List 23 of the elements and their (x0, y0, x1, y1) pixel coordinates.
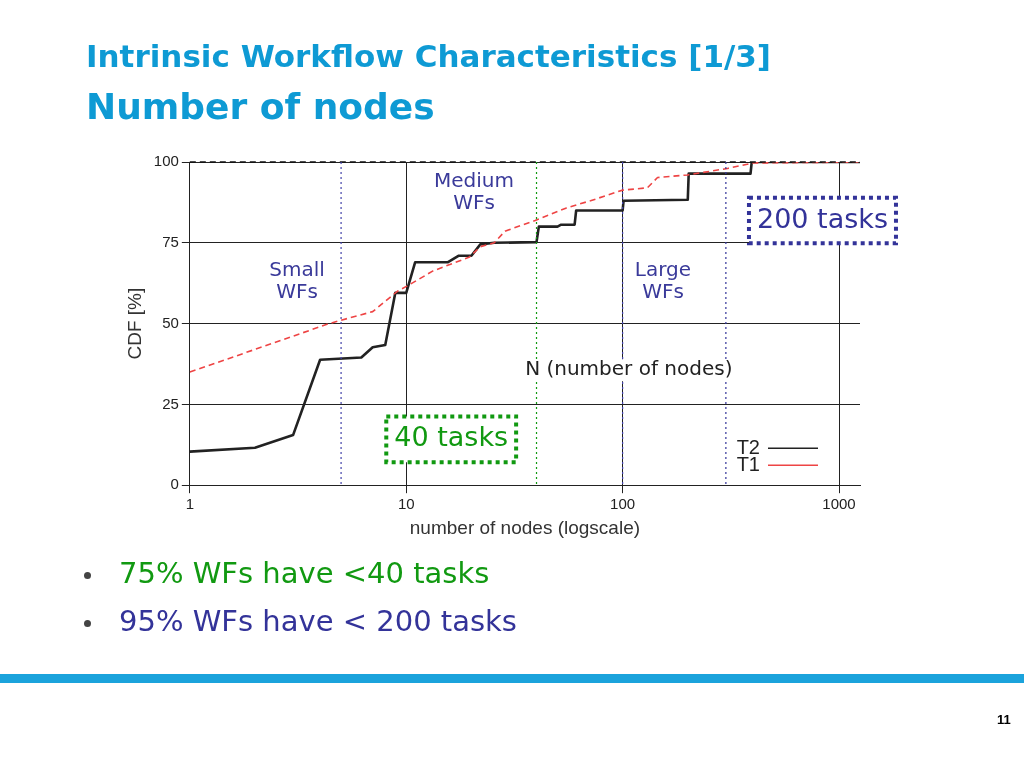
legend-label: T2 (736, 435, 760, 458)
chart-title: Intrinsic Workflow Characteristics [1/3] (86, 38, 772, 74)
annotation: 200 tasks (756, 202, 888, 234)
annotation: N (number of nodes) (525, 356, 733, 381)
y-tick-label: 0 (170, 475, 179, 493)
chart-subtitle: Number of nodes (86, 86, 435, 127)
y-tick-label: 75 (162, 232, 179, 250)
y-tick-label: 50 (162, 313, 179, 331)
x-tick-label: 1 (185, 495, 194, 513)
x-tick-label: 1000 (822, 495, 856, 513)
y-tick-label: 25 (162, 394, 179, 412)
x-axis-title: number of nodes (logscale) (409, 516, 641, 538)
y-axis-title: CDF [%] (123, 287, 145, 360)
annotation: Large WFs (634, 256, 692, 303)
annotation: 40 tasks (394, 421, 509, 453)
y-tick-label: 100 (153, 152, 179, 170)
text: 75% WFs have <40 tasks (118, 556, 490, 590)
text: 95% WFs have < 200 tasks (118, 604, 517, 638)
annotation: Small WFs (269, 256, 325, 303)
text: 11 (997, 712, 1011, 727)
annotation: Medium WFs (433, 167, 514, 214)
x-tick-label: 10 (397, 495, 415, 513)
x-tick-label: 100 (610, 495, 636, 513)
